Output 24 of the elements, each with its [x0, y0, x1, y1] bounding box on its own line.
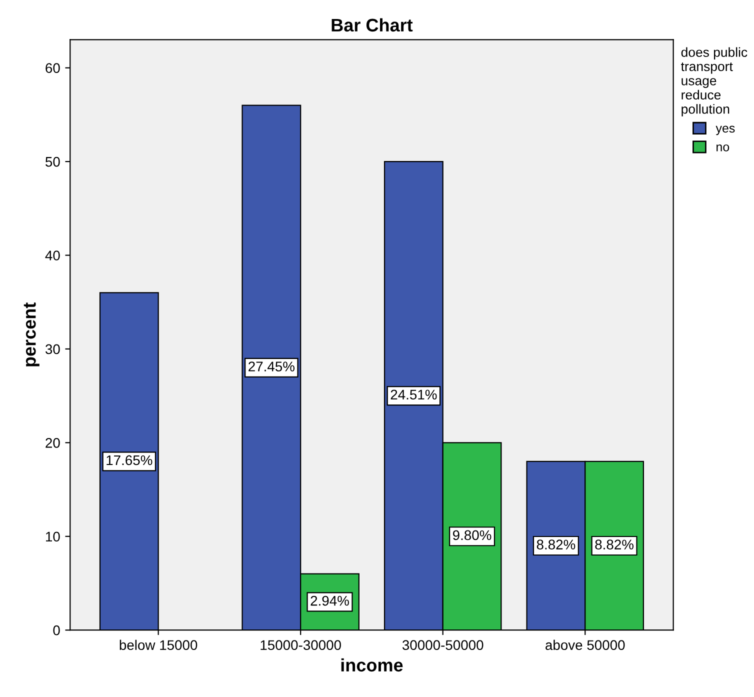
y-tick-label: 30	[45, 344, 60, 354]
annotation: 8.82%	[595, 540, 634, 550]
y-tick-label: 40	[45, 250, 60, 260]
y-tick-label: 10	[46, 532, 60, 542]
legend-label: no	[716, 144, 730, 152]
y-tick-label: 0	[53, 625, 60, 636]
x-axis-title: income	[341, 658, 403, 672]
y-tick-label: 50	[46, 156, 60, 167]
x-tick-label: 30000-50000	[402, 640, 484, 650]
chart-title: Bar Chart	[332, 18, 413, 32]
annotation: 24.51%	[390, 390, 437, 400]
x-tick-label: below 15000	[120, 640, 198, 650]
x-tick-label: above 50000	[546, 640, 625, 650]
annotation: 2.94%	[310, 596, 349, 606]
annotation: 27.45%	[248, 362, 294, 372]
annotation: 17.65%	[106, 455, 152, 466]
annotation: 9.80%	[452, 530, 492, 540]
y-axis-title: percent	[24, 302, 40, 366]
y-tick-label: 60	[46, 63, 60, 74]
annotation: 8.82%	[536, 540, 576, 550]
y-tick-label: 20	[46, 438, 60, 448]
x-tick-label: 15000-30000	[260, 640, 341, 650]
legend-label: yes	[716, 126, 735, 136]
legend-title: does public transport usage reduce pollution	[681, 47, 748, 116]
